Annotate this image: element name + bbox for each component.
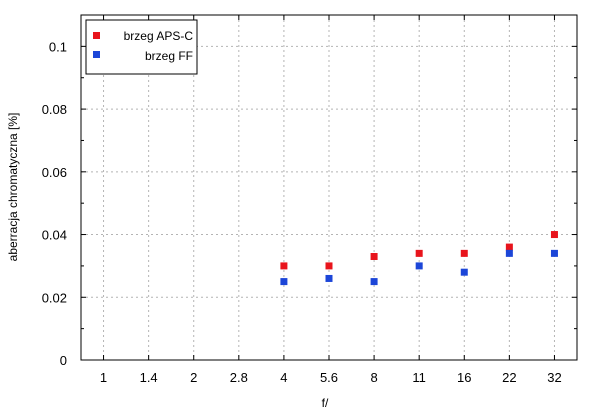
data-point-ff	[370, 278, 378, 286]
x-tick-label: 32	[547, 370, 561, 385]
y-tick-label: 0.02	[42, 290, 67, 305]
legend-label-aps-c: brzeg APS-C	[124, 29, 194, 43]
data-point-ff	[460, 268, 468, 276]
y-tick-label: 0.06	[42, 165, 67, 180]
y-tick-label: 0.1	[49, 39, 67, 54]
x-tick-label: 4	[280, 370, 287, 385]
x-tick-label: 11	[412, 370, 426, 385]
y-tick-label: 0.08	[42, 102, 67, 117]
legend-label-ff: brzeg FF	[145, 49, 193, 63]
x-tick-label: 16	[457, 370, 471, 385]
legend-box	[85, 19, 198, 75]
data-point-aps-c	[415, 249, 423, 257]
data-point-ff	[550, 249, 558, 257]
data-point-ff	[325, 274, 333, 282]
x-tick-label: 2	[190, 370, 197, 385]
x-axis-title: f/	[322, 396, 329, 410]
x-tick-label: 1.4	[140, 370, 158, 385]
y-tick-label: 0.04	[42, 228, 67, 243]
data-point-ff	[415, 262, 423, 270]
x-tick-label: 2.8	[230, 370, 248, 385]
data-points	[280, 231, 558, 286]
data-point-ff	[505, 249, 513, 257]
x-tick-label: 22	[502, 370, 516, 385]
data-point-aps-c	[505, 243, 513, 251]
data-point-aps-c	[325, 262, 333, 270]
data-point-aps-c	[370, 253, 378, 260]
x-tick-label: 8	[370, 370, 377, 385]
data-point-aps-c	[280, 262, 288, 270]
axis-ticks	[81, 15, 577, 361]
x-axis-tick-labels: 1 1.4 2 2.8 4 5.6 8 11 16 22 32	[100, 370, 562, 385]
y-axis-tick-labels: 0 0.02 0.04 0.06 0.08 0.1	[42, 39, 67, 368]
data-point-aps-c	[550, 231, 558, 239]
legend-marker-aps-c	[93, 32, 100, 39]
data-point-ff	[280, 278, 288, 286]
legend: brzeg APS-C brzeg FF	[85, 19, 198, 75]
x-tick-label: 5.6	[320, 370, 338, 385]
y-axis-title: aberracja chromatyczna [%]	[6, 113, 20, 262]
data-point-aps-c	[460, 249, 468, 257]
y-tick-label: 0	[60, 353, 67, 368]
legend-marker-ff	[93, 51, 100, 58]
x-tick-label: 1	[100, 370, 107, 385]
